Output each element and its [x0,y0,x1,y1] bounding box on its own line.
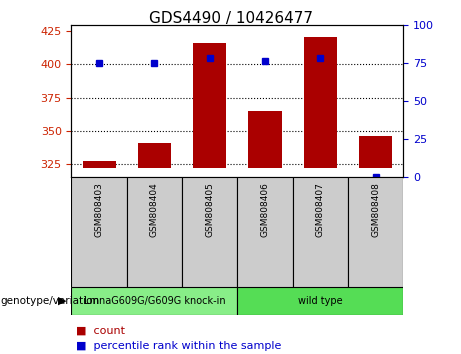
Bar [237,287,403,315]
Text: GDS4490 / 10426477: GDS4490 / 10426477 [148,11,313,25]
Bar [237,177,293,287]
Text: GSM808407: GSM808407 [316,183,325,238]
Text: GSM808404: GSM808404 [150,183,159,237]
Text: GSM808408: GSM808408 [371,183,380,238]
Text: GSM808405: GSM808405 [205,183,214,238]
Bar [348,177,403,287]
Bar [182,177,237,287]
Bar [138,143,171,168]
Bar [193,43,226,168]
Bar [127,177,182,287]
Text: ■  percentile rank within the sample: ■ percentile rank within the sample [76,341,281,351]
Bar [71,287,237,315]
Bar [293,177,348,287]
Bar [248,111,282,168]
Text: wild type: wild type [298,296,343,306]
Text: ▶: ▶ [59,296,67,306]
Text: GSM808406: GSM808406 [260,183,270,238]
Text: GSM808403: GSM808403 [95,183,104,238]
Bar [83,161,116,168]
Bar [71,177,127,287]
Text: ■  count: ■ count [76,326,125,336]
Bar [359,136,392,168]
Text: genotype/variation: genotype/variation [0,296,99,306]
Text: LmnaG609G/G609G knock-in: LmnaG609G/G609G knock-in [83,296,225,306]
Bar [304,37,337,168]
